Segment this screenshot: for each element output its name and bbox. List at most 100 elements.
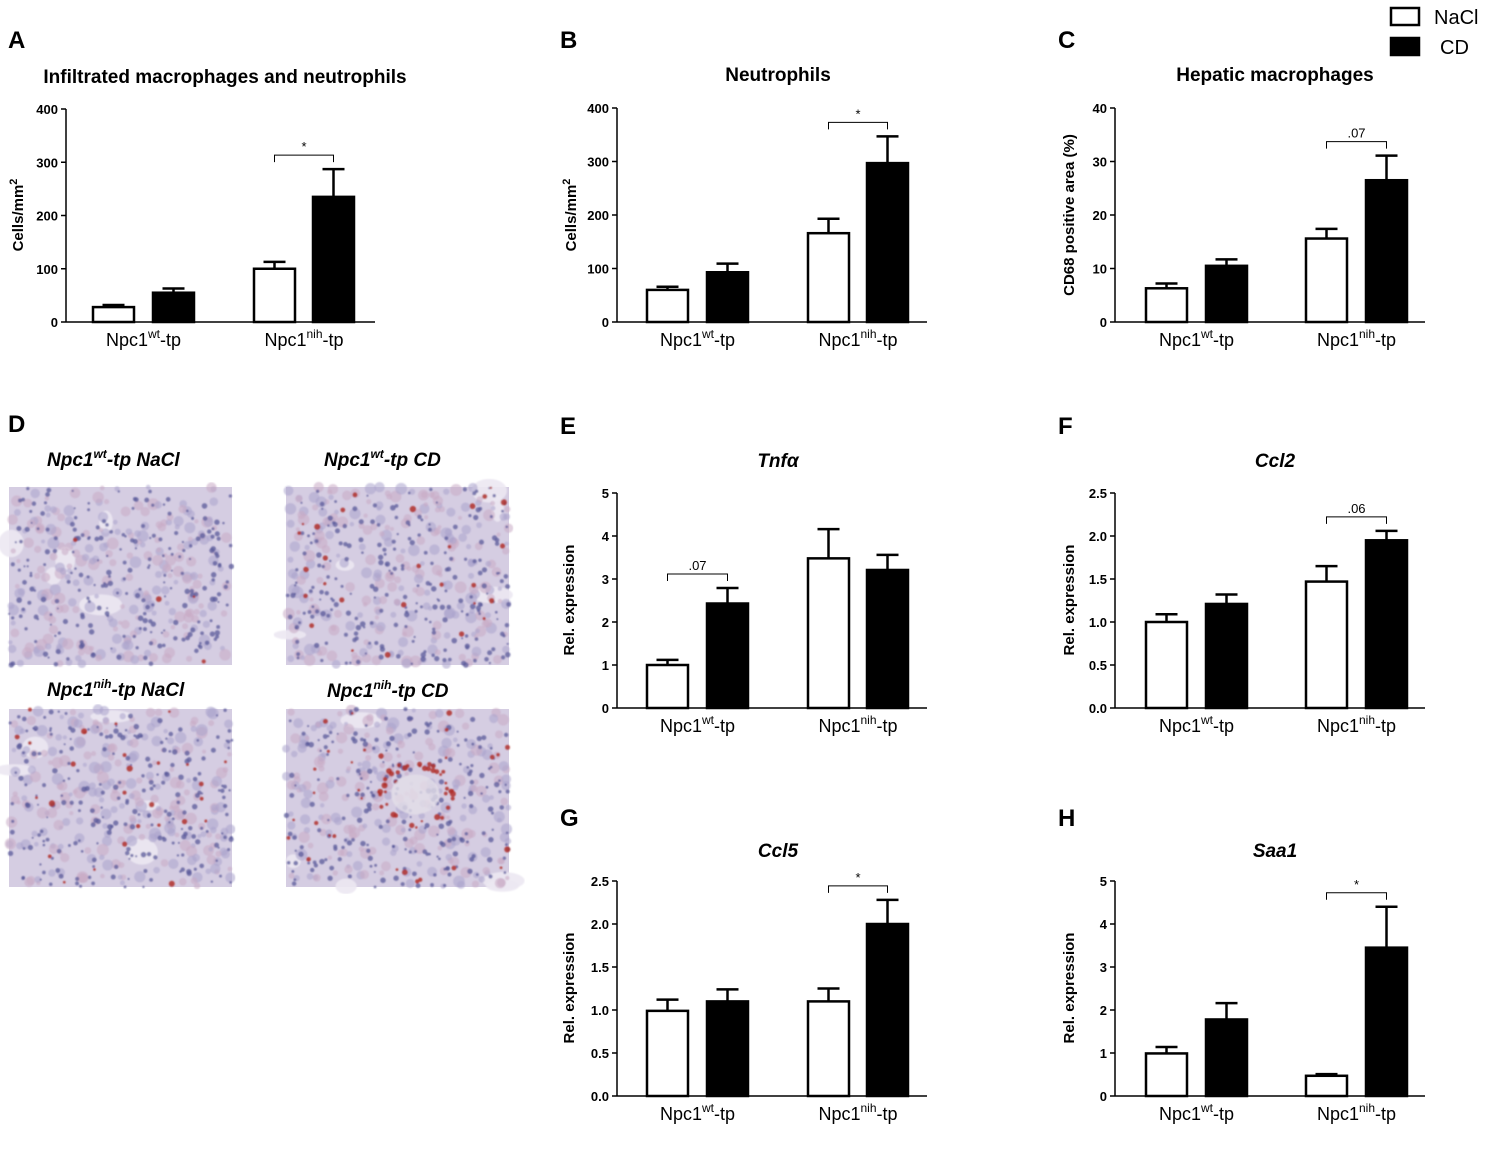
y-tick-label: 100 — [587, 262, 609, 277]
y-tick-label: 30 — [1093, 155, 1107, 170]
y-axis-label: Cells/mm2 — [561, 179, 580, 252]
bar-nacl-group-2 — [1304, 580, 1349, 710]
significance-bracket — [1326, 892, 1387, 900]
y-tick-label: 4 — [602, 529, 610, 544]
y-axis-label: CD68 positive area (%) — [1061, 134, 1078, 296]
bar-cd-group-1 — [1204, 602, 1249, 710]
significance-label: * — [855, 870, 860, 885]
panel-letter-b: B — [560, 27, 577, 54]
y-axis-label: Rel. expression — [561, 545, 578, 656]
significance-bracket — [828, 885, 888, 893]
y-tick-label: 20 — [1093, 208, 1107, 223]
y-tick-label: 400 — [587, 101, 609, 116]
significance-label: .07 — [688, 558, 706, 573]
histology-image-1 — [0, 482, 235, 669]
y-tick-label: 1 — [602, 658, 609, 673]
histology-title-4: Npc1nih-tp CD — [327, 678, 449, 702]
significance-bracket — [828, 121, 888, 130]
y-tick-label: 2 — [602, 615, 609, 630]
bar-cd-group-2 — [1364, 946, 1409, 1098]
chart-title: Saa1 — [1253, 841, 1297, 862]
panel-letter-c: C — [1058, 27, 1075, 54]
panel-letter-h: H — [1058, 805, 1075, 832]
chart-title: Infiltrated macrophages and neutrophils — [43, 67, 406, 88]
y-tick-label: 1.5 — [1089, 572, 1107, 587]
panel-g: G Ccl5 0.0 0.5 1.0 1.5 2.0 2.5 Rel. expression Np… — [560, 805, 927, 1124]
y-tick-label: 400 — [36, 102, 58, 117]
histology-title-2: Npc1wt-tp CD — [324, 447, 441, 471]
category-label: Npc1nih-tp — [818, 713, 897, 736]
category-label: Npc1nih-tp — [1317, 713, 1396, 736]
panel-c: C Hepatic macrophages 0 10 20 30 40 CD68 positi… — [1058, 27, 1425, 350]
y-tick-label: 10 — [1093, 262, 1107, 277]
category-label: Npc1wt-tp — [660, 1101, 735, 1124]
bar-cd-group-2 — [865, 568, 910, 710]
category-label: Npc1wt-tp — [660, 713, 735, 736]
y-tick-label: 0 — [602, 315, 609, 330]
bar-cd-group-2 — [1364, 539, 1409, 710]
category-label: Npc1nih-tp — [264, 327, 343, 350]
bar-nacl-group-1 — [91, 305, 136, 324]
bar-cd-group-1 — [151, 291, 196, 324]
y-tick-label: 2.0 — [1089, 529, 1107, 544]
significance-bracket — [1326, 516, 1387, 524]
category-label: Npc1nih-tp — [1317, 327, 1396, 350]
category-label: Npc1wt-tp — [1159, 713, 1234, 736]
panel-letter-d: D — [8, 411, 25, 438]
bar-cd-group-1 — [705, 270, 750, 324]
panel-letter-a: A — [8, 27, 25, 54]
bar-cd-group-2 — [865, 161, 910, 324]
y-tick-label: 3 — [1100, 960, 1107, 975]
panel-d: D Npc1wt-tp NaCl Npc1wt-tp CD Npc1nih-tp… — [0, 411, 525, 894]
panel-letter-g: G — [560, 805, 579, 832]
y-tick-label: 200 — [587, 208, 609, 223]
chart-title: Tnfα — [757, 451, 800, 472]
bar-nacl-group-2 — [1304, 1074, 1349, 1098]
histology-image-4 — [281, 704, 525, 894]
panel-e: E Tnfα 0 1 2 3 4 5 Rel. expression Npc1wt-tp Npc1n… — [560, 413, 927, 736]
bar-nacl-group-1 — [1144, 1052, 1189, 1098]
chart-title: Ccl5 — [758, 841, 799, 862]
legend: NaCl CD — [1389, 6, 1478, 59]
chart-title: Hepatic macrophages — [1176, 65, 1373, 86]
y-tick-label: 0.5 — [1089, 658, 1107, 673]
y-tick-label: 200 — [36, 209, 58, 224]
significance-label: .06 — [1347, 501, 1365, 516]
bar-cd-group-2 — [1364, 178, 1409, 324]
bar-nacl-group-2 — [806, 1000, 851, 1098]
bar-nacl-group-1 — [1144, 620, 1189, 710]
category-label: Npc1nih-tp — [818, 327, 897, 350]
panel-a: A Infiltrated macrophages and neutrophils… — [8, 27, 407, 350]
bar-cd-group-1 — [1204, 264, 1249, 324]
bar-nacl-group-1 — [645, 1009, 690, 1098]
histology-title-1: Npc1wt-tp NaCl — [47, 447, 180, 471]
y-axis-label: Rel. expression — [1061, 545, 1078, 656]
y-tick-label: 0.0 — [1089, 701, 1107, 716]
category-label: Npc1nih-tp — [818, 1101, 897, 1124]
y-tick-label: 0 — [51, 315, 58, 330]
y-tick-label: 0 — [1100, 315, 1107, 330]
bar-cd-group-2 — [865, 922, 910, 1098]
bar-nacl-group-2 — [252, 267, 297, 324]
y-tick-label: 2 — [1100, 1003, 1107, 1018]
category-label: Npc1wt-tp — [1159, 327, 1234, 350]
y-tick-label: 1.0 — [1089, 615, 1107, 630]
legend-cd-swatch — [1389, 36, 1421, 57]
significance-label: * — [1354, 877, 1359, 892]
category-label: Npc1nih-tp — [1317, 1101, 1396, 1124]
y-axis-label: Cells/mm2 — [8, 179, 27, 252]
bar-cd-group-1 — [1204, 1018, 1249, 1098]
category-label: Npc1wt-tp — [106, 327, 181, 350]
category-label: Npc1wt-tp — [660, 327, 735, 350]
significance-bracket — [667, 573, 728, 582]
histology-image-3 — [0, 704, 236, 890]
panel-letter-e: E — [560, 413, 576, 440]
significance-label: * — [855, 106, 860, 121]
y-tick-label: 4 — [1100, 917, 1108, 932]
significance-bracket — [1326, 141, 1387, 149]
bar-nacl-group-2 — [1304, 237, 1349, 324]
y-tick-label: 1.0 — [591, 1003, 609, 1018]
y-tick-label: 0.0 — [591, 1089, 609, 1104]
y-tick-label: 1.5 — [591, 960, 609, 975]
panel-h: H Saa1 0 1 2 3 4 5 Rel. expression Npc1wt-tp Npc1n… — [1058, 805, 1425, 1124]
